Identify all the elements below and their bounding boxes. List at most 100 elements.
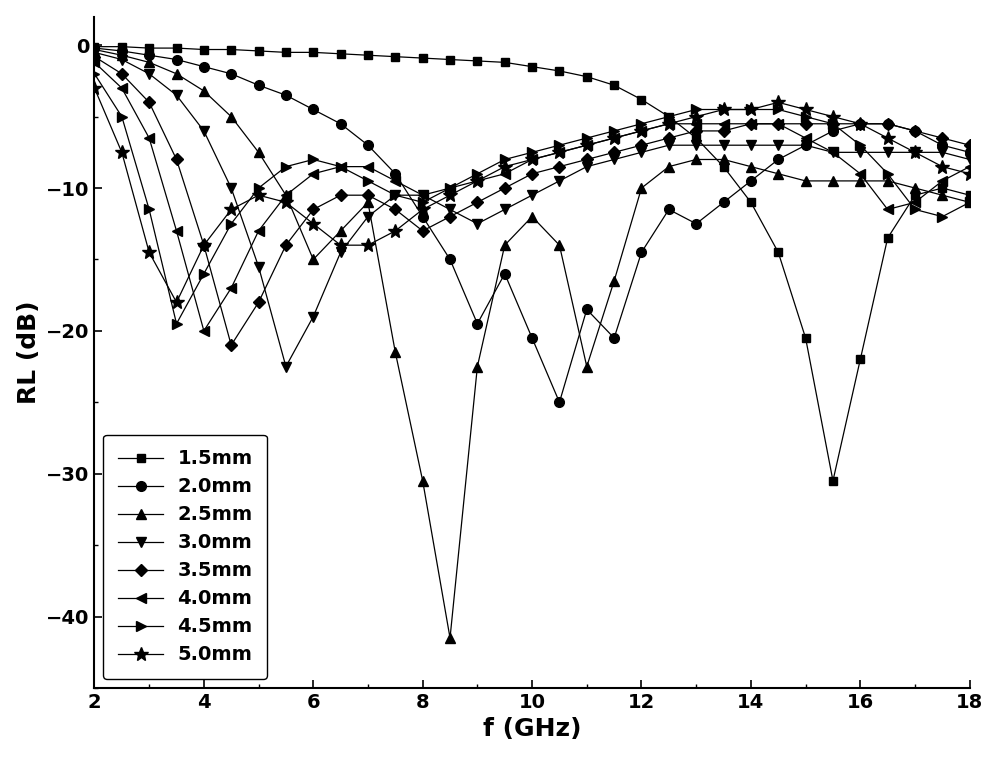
4.0mm: [444, 183, 456, 193]
2.0mm: [772, 155, 784, 164]
3.5mm: [280, 240, 292, 249]
4.5mm: [307, 155, 319, 164]
3.0mm: [581, 162, 593, 171]
2.0mm: [198, 62, 210, 71]
4.5mm: [444, 183, 456, 193]
4.0mm: [526, 155, 538, 164]
2.0mm: [663, 205, 675, 214]
3.0mm: [690, 141, 702, 150]
1.5mm: [499, 58, 511, 67]
4.0mm: [800, 133, 812, 143]
3.0mm: [745, 141, 757, 150]
3.5mm: [335, 191, 347, 200]
1.5mm: [471, 56, 483, 65]
2.5mm: [936, 191, 948, 200]
5.0mm: [389, 227, 401, 236]
Line: 1.5mm: 1.5mm: [90, 42, 974, 485]
4.0mm: [280, 191, 292, 200]
5.0mm: [171, 298, 183, 307]
4.0mm: [362, 162, 374, 171]
4.0mm: [389, 177, 401, 186]
3.5mm: [471, 198, 483, 207]
4.5mm: [608, 127, 620, 136]
1.5mm: [745, 198, 757, 207]
1.5mm: [909, 191, 921, 200]
2.5mm: [225, 112, 237, 121]
4.0mm: [171, 227, 183, 236]
2.0mm: [417, 212, 429, 221]
2.0mm: [225, 69, 237, 78]
4.5mm: [417, 198, 429, 207]
4.0mm: [936, 177, 948, 186]
3.5mm: [116, 69, 128, 78]
1.5mm: [800, 334, 812, 343]
1.5mm: [171, 43, 183, 52]
5.0mm: [88, 83, 100, 92]
Y-axis label: RL (dB): RL (dB): [17, 300, 41, 404]
4.0mm: [690, 119, 702, 128]
3.5mm: [635, 141, 647, 150]
1.5mm: [362, 51, 374, 60]
4.0mm: [307, 169, 319, 178]
3.5mm: [389, 205, 401, 214]
3.5mm: [88, 52, 100, 61]
3.0mm: [909, 148, 921, 157]
2.5mm: [389, 348, 401, 357]
4.5mm: [745, 105, 757, 114]
3.5mm: [827, 119, 839, 128]
3.5mm: [690, 127, 702, 136]
5.0mm: [690, 112, 702, 121]
4.0mm: [553, 148, 565, 157]
2.5mm: [526, 212, 538, 221]
Line: 4.0mm: 4.0mm: [90, 58, 975, 336]
4.5mm: [280, 162, 292, 171]
3.5mm: [909, 127, 921, 136]
3.0mm: [663, 141, 675, 150]
2.5mm: [827, 177, 839, 186]
2.5mm: [88, 45, 100, 54]
2.0mm: [171, 55, 183, 64]
2.0mm: [635, 248, 647, 257]
3.0mm: [772, 141, 784, 150]
2.5mm: [964, 198, 976, 207]
1.5mm: [718, 162, 730, 171]
4.5mm: [253, 183, 265, 193]
4.0mm: [827, 148, 839, 157]
4.5mm: [581, 133, 593, 143]
3.5mm: [964, 141, 976, 150]
4.5mm: [143, 205, 155, 214]
1.5mm: [143, 43, 155, 52]
2.5mm: [553, 240, 565, 249]
5.0mm: [663, 119, 675, 128]
2.5mm: [499, 240, 511, 249]
5.0mm: [116, 148, 128, 157]
2.0mm: [690, 219, 702, 228]
2.0mm: [280, 91, 292, 100]
2.0mm: [800, 141, 812, 150]
2.5mm: [663, 162, 675, 171]
4.5mm: [362, 177, 374, 186]
3.5mm: [499, 183, 511, 193]
4.0mm: [198, 327, 210, 336]
1.5mm: [307, 48, 319, 57]
2.5mm: [253, 148, 265, 157]
2.5mm: [690, 155, 702, 164]
1.5mm: [335, 49, 347, 58]
2.0mm: [389, 169, 401, 178]
4.0mm: [772, 119, 784, 128]
4.5mm: [854, 141, 866, 150]
2.0mm: [88, 43, 100, 52]
4.0mm: [335, 162, 347, 171]
1.5mm: [827, 476, 839, 485]
3.0mm: [471, 219, 483, 228]
1.5mm: [198, 45, 210, 54]
2.5mm: [143, 58, 155, 67]
3.0mm: [526, 191, 538, 200]
4.0mm: [964, 162, 976, 171]
4.5mm: [909, 205, 921, 214]
3.0mm: [417, 191, 429, 200]
2.5mm: [882, 177, 894, 186]
3.0mm: [882, 148, 894, 157]
4.5mm: [690, 105, 702, 114]
5.0mm: [718, 105, 730, 114]
